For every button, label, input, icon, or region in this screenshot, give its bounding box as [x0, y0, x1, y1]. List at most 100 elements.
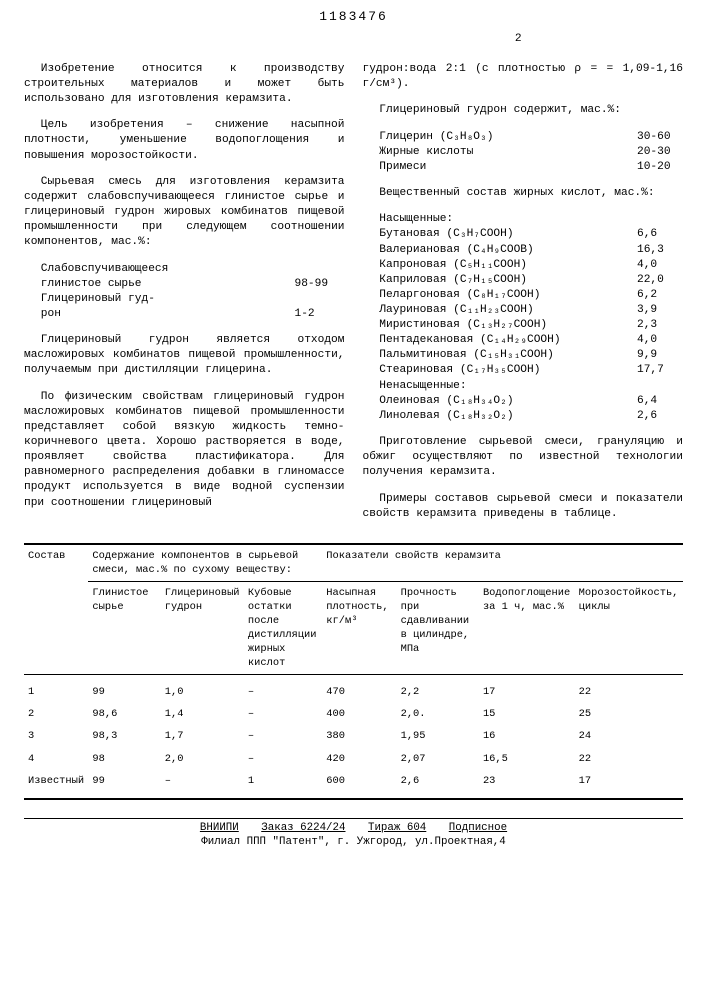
table-cell: 420 [322, 748, 396, 770]
table-cell: 2,2 [397, 675, 479, 704]
kv-key: Слабовспучивающееся [24, 262, 295, 277]
kv-row: Олеиновая (C₁₈H₃₄O₂)6,4 [363, 394, 684, 409]
table-head-cell: Водопоглощение за 1 ч, мас.% [479, 582, 575, 675]
table-head-cell: Морозостойкость, циклы [575, 582, 683, 675]
table-cell: 1,4 [161, 703, 244, 725]
kv-val: 4,0 [637, 333, 683, 348]
table-cell: Известный [24, 770, 88, 799]
table-cell: 2,07 [397, 748, 479, 770]
table-cell: 22 [575, 675, 683, 704]
kv-val: 6,4 [637, 394, 683, 409]
kv-key: Миристиновая (С₁₃H₂₇СООН) [363, 318, 638, 333]
table-cell: – [244, 703, 322, 725]
table-cell: – [161, 770, 244, 799]
para: По физическим свойствам глицериновый гуд… [24, 390, 345, 511]
para: Цель изобретения – снижение насыпной пло… [24, 118, 345, 163]
subhead: Насыщенные: [363, 212, 684, 227]
table-row: 2 98,6 1,4 – 400 2,0. 15 25 [24, 703, 683, 725]
table-cell: 99 [88, 770, 160, 799]
table-cell: 98 [88, 748, 160, 770]
table-cell: 1,0 [161, 675, 244, 704]
kv-row: Стеариновая (С₁₇H₃₅СООН)17,7 [363, 363, 684, 378]
para: Вещественный состав жирных кислот, мас.%… [363, 186, 684, 201]
table-row: 4 98 2,0 – 420 2,07 16,5 22 [24, 748, 683, 770]
kv-val: 22,0 [637, 273, 683, 288]
para: Примеры составов сырьевой смеси и показа… [363, 492, 684, 522]
table-cell: 3 [24, 725, 88, 747]
para: Сырьевая смесь для изготовления керамзит… [24, 175, 345, 251]
page: 1183476 2 Изобретение относится к произв… [0, 0, 707, 874]
para: Приготовление сырьевой смеси, грануляцию… [363, 435, 684, 480]
kv-key: Бутановая (C₃H₇COOH) [363, 227, 638, 242]
kv-val: 10-20 [637, 160, 683, 175]
table-row: Известный 99 – 1 600 2,6 23 17 [24, 770, 683, 799]
kv-val: 2,3 [637, 318, 683, 333]
table-row: 1 99 1,0 – 470 2,2 17 22 [24, 675, 683, 704]
table-cell: 400 [322, 703, 396, 725]
kv-val: 1-2 [295, 307, 345, 322]
kv-key: Примеси [363, 160, 638, 175]
table-cell: 22 [575, 748, 683, 770]
para: гудрон:вода 2:1 (с плотностью ρ = = 1,09… [363, 62, 684, 92]
glycerin-composition: Глицерин (С₃H₈O₃)30-60 Жирные кислоты20-… [363, 130, 684, 175]
table-head-cell: Глинистое сырье [88, 582, 160, 675]
table-group-header: Состав Содержание компонентов в сырьевой… [24, 544, 683, 582]
kv-key: Стеариновая (С₁₇H₃₅СООН) [363, 363, 638, 378]
table-cell: 1,95 [397, 725, 479, 747]
kv-key: Жирные кислоты [363, 145, 638, 160]
para: Глицериновый гудрон содержит, мас.%: [363, 103, 684, 118]
kv-row: Жирные кислоты20-30 [363, 145, 684, 160]
kv-val: 3,9 [637, 303, 683, 318]
table-cell: 25 [575, 703, 683, 725]
kv-key: Глицериновый гуд- [24, 292, 295, 307]
kv-key: Пентадекановая (С₁₄H₂₉СООН) [363, 333, 638, 348]
subhead: Ненасыщенные: [363, 379, 684, 394]
footer-order: Заказ 6224/24 [261, 821, 345, 836]
kv-row: Пеларгоновая (С₈H₁₇СООН)6,2 [363, 288, 684, 303]
kv-key: Валериановая (C₄H₉СООВ) [363, 243, 638, 258]
footer-address: Филиал ППП "Патент", г. Ужгород, ул.Прое… [201, 836, 506, 848]
kv-val: 4,0 [637, 258, 683, 273]
table-head-cell: Прочность при сдавливании в цилиндре, МП… [397, 582, 479, 675]
para: Изобретение относится к производству стр… [24, 62, 345, 107]
table-cell: 4 [24, 748, 88, 770]
table-head-group-left: Содержание компонентов в сырьевой смеси,… [88, 544, 322, 582]
column-line-numbers: 2 [24, 32, 683, 47]
table-cell: 380 [322, 725, 396, 747]
kv-row: Слабовспучивающееся [24, 262, 345, 277]
table-cell: 15 [479, 703, 575, 725]
kv-val [295, 292, 345, 307]
footer-publisher: ВНИИПИ [200, 821, 239, 836]
kv-key: Капроновая (С₅H₁₁COOH) [363, 258, 638, 273]
table-cell: 2,0 [161, 748, 244, 770]
column-right: гудрон:вода 2:1 (с плотностью ρ = = 1,09… [363, 51, 684, 533]
kv-row: Пальмитиновая (С₁₅H₃₁СООН)9,9 [363, 348, 684, 363]
table-cell: 99 [88, 675, 160, 704]
col-num-left [24, 32, 354, 47]
table-cell: 98,6 [88, 703, 160, 725]
kv-row: Примеси10-20 [363, 160, 684, 175]
kv-row: Глицерин (С₃H₈O₃)30-60 [363, 130, 684, 145]
kv-val: 2,6 [637, 409, 683, 424]
kv-row: Валериановая (C₄H₉СООВ)16,3 [363, 243, 684, 258]
kv-val: 9,9 [637, 348, 683, 363]
kv-row: Глицериновый гуд- [24, 292, 345, 307]
kv-row: Пентадекановая (С₁₄H₂₉СООН)4,0 [363, 333, 684, 348]
para: Глицериновый гудрон является отходом мас… [24, 333, 345, 378]
table-head-group-right: Показатели свойств керамзита [322, 544, 683, 582]
table-sub-header: Глинистое сырье Глицериновый гудрон Кубо… [24, 582, 683, 675]
table-cell: 1,7 [161, 725, 244, 747]
kv-row: глинистое сырье98-99 [24, 277, 345, 292]
table-cell: 600 [322, 770, 396, 799]
saturated-acids: Бутановая (C₃H₇COOH)6,6 Валериановая (C₄… [363, 227, 684, 378]
table-cell: 16,5 [479, 748, 575, 770]
kv-key: Пальмитиновая (С₁₅H₃₁СООН) [363, 348, 638, 363]
kv-key: Олеиновая (C₁₈H₃₄O₂) [363, 394, 638, 409]
kv-row: Миристиновая (С₁₃H₂₇СООН)2,3 [363, 318, 684, 333]
kv-val: 20-30 [637, 145, 683, 160]
table-head-cell: Кубовые остатки после дистилляции жирных… [244, 582, 322, 675]
kv-row: Каприловая (С₇H₁₅СООН)22,0 [363, 273, 684, 288]
kv-row: Линолевая (C₁₈H₃₂O₂)2,6 [363, 409, 684, 424]
kv-val: 30-60 [637, 130, 683, 145]
table-cell: 2 [24, 703, 88, 725]
